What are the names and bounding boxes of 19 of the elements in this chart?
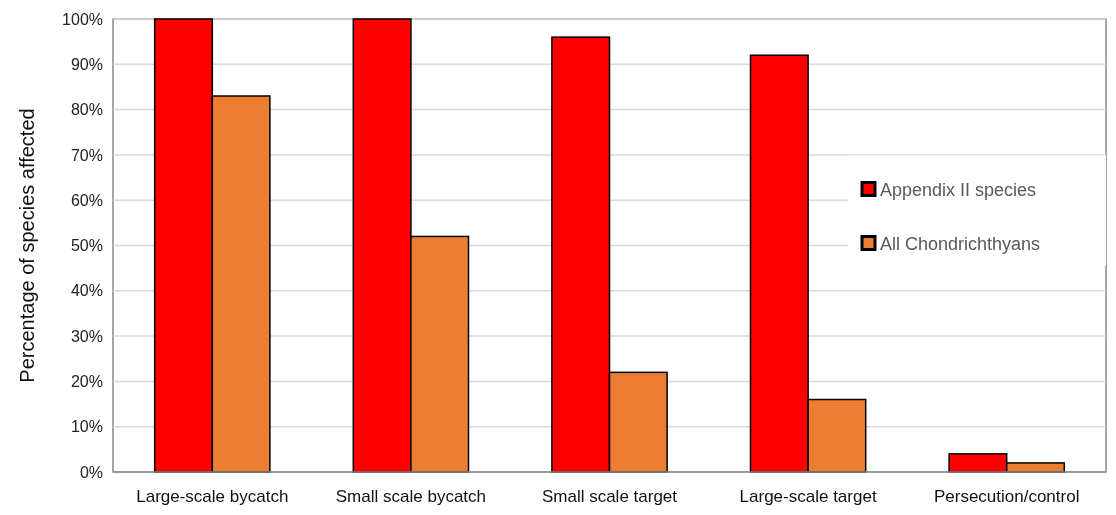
y-axis-title: Percentage of species affected bbox=[16, 108, 38, 383]
x-tick-label: Small scale target bbox=[541, 487, 678, 506]
y-tick-label: 40% bbox=[70, 282, 103, 300]
y-tick-label: 60% bbox=[70, 191, 103, 209]
y-tick-label: 90% bbox=[70, 55, 103, 73]
x-tick-label: Persecution/control bbox=[933, 487, 1080, 506]
y-tick-label: 30% bbox=[70, 327, 103, 345]
y-tick-label: 70% bbox=[70, 146, 103, 164]
y-tick-label: 20% bbox=[70, 373, 103, 390]
y-tick-label: 50% bbox=[70, 237, 103, 255]
x-tick-label: Large-scale bycatch bbox=[136, 487, 289, 506]
y-tick-label: 0% bbox=[79, 463, 103, 481]
y-tick-label: 80% bbox=[70, 101, 103, 119]
x-tick-label: Large-scale target bbox=[739, 487, 877, 506]
y-tick-label: 10% bbox=[70, 418, 103, 436]
legend-label: All Chondrichthyans bbox=[880, 233, 1041, 254]
x-tick-label: Small scale bycatch bbox=[335, 487, 487, 506]
legend-label: Appendix II species bbox=[880, 179, 1037, 200]
y-tick-label: 100% bbox=[62, 10, 103, 28]
